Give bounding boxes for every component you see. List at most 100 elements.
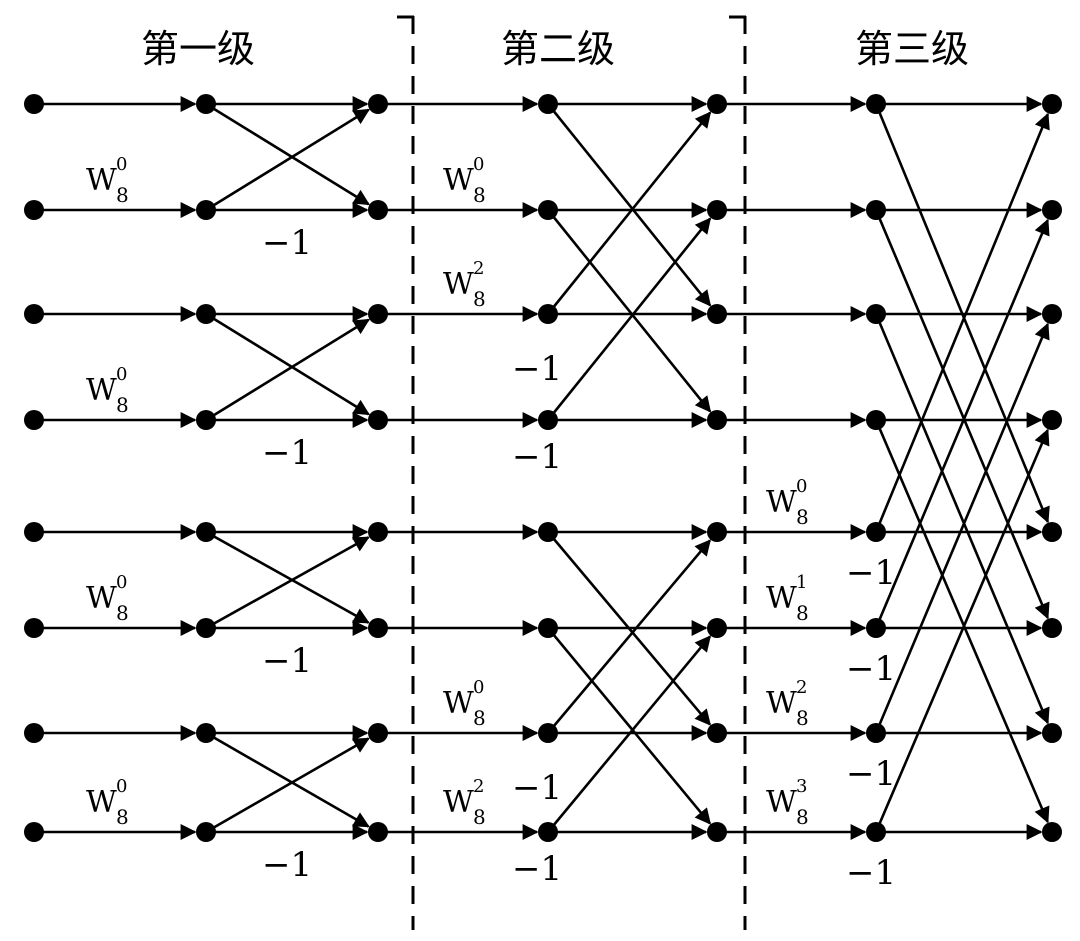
node-c4-r7 bbox=[707, 822, 727, 842]
node-c3-r2 bbox=[538, 304, 558, 324]
twiddle-base: W bbox=[766, 686, 797, 721]
node-c1-r3 bbox=[196, 410, 216, 430]
twiddle-base: W bbox=[86, 581, 117, 616]
node-c5-r1 bbox=[866, 200, 886, 220]
twiddle-sub: 8 bbox=[116, 393, 129, 417]
node-c3-r3 bbox=[538, 410, 558, 430]
node-c4-r5 bbox=[707, 618, 727, 638]
twiddle-base: W bbox=[443, 267, 474, 302]
twiddle-sub: 8 bbox=[796, 706, 809, 730]
node-c6-r5 bbox=[1042, 618, 1062, 638]
stage2-cross-2-0 bbox=[546, 111, 712, 315]
twiddle-sup: 2 bbox=[796, 677, 807, 698]
minus-one-stage1_rows-3: −1 bbox=[262, 845, 312, 885]
minus-one-stage1_rows-0: −1 bbox=[262, 223, 312, 263]
minus-one-stage2_rows-0: −1 bbox=[512, 349, 562, 389]
twiddle-base: W bbox=[766, 485, 797, 520]
minus-one-stage3_rows-2: −1 bbox=[846, 754, 896, 794]
stage3-cross-4-0 bbox=[874, 112, 1050, 533]
node-c5-r5 bbox=[866, 618, 886, 638]
node-c2-r4 bbox=[368, 522, 388, 542]
node-c0-r4 bbox=[24, 522, 44, 542]
minus-one-stage2_rows-1: −1 bbox=[512, 437, 562, 477]
node-c4-r2 bbox=[707, 304, 727, 324]
node-c5-r6 bbox=[866, 723, 886, 743]
node-c5-r7 bbox=[866, 822, 886, 842]
node-c6-r0 bbox=[1042, 94, 1062, 114]
twiddle-sup: 0 bbox=[116, 776, 127, 797]
stage3-cross-6-2 bbox=[874, 322, 1050, 734]
node-c3-r0 bbox=[538, 94, 558, 114]
signal-paths bbox=[34, 96, 1050, 840]
node-c0-r7 bbox=[24, 822, 44, 842]
twiddle-sup: 0 bbox=[473, 677, 484, 698]
twiddle-sub: 8 bbox=[796, 805, 809, 829]
node-c0-r1 bbox=[24, 200, 44, 220]
twiddle-base: W bbox=[86, 163, 117, 198]
node-c5-r0 bbox=[866, 94, 886, 114]
twiddle-sup: 0 bbox=[116, 364, 127, 385]
node-points bbox=[24, 94, 1062, 842]
node-c3-r7 bbox=[538, 822, 558, 842]
twiddle-stage2-3: W 2 8 bbox=[443, 776, 486, 829]
node-c6-r6 bbox=[1042, 723, 1062, 743]
minus-one-stage1_rows-2: −1 bbox=[262, 641, 312, 681]
node-c5-r2 bbox=[866, 304, 886, 324]
node-c1-r7 bbox=[196, 822, 216, 842]
node-c3-r4 bbox=[538, 522, 558, 542]
node-c4-r6 bbox=[707, 723, 727, 743]
node-c1-r6 bbox=[196, 723, 216, 743]
stage2-cross-1-3 bbox=[546, 209, 712, 413]
twiddle-sub: 8 bbox=[116, 805, 129, 829]
minus-one-stage2_rows-3: −1 bbox=[512, 849, 562, 889]
node-c1-r2 bbox=[196, 304, 216, 324]
stage1-cross-3-2 bbox=[205, 318, 370, 422]
stage3-cross-7-3 bbox=[874, 428, 1050, 833]
twiddle-sub: 8 bbox=[116, 601, 129, 625]
twiddle-sub: 8 bbox=[473, 706, 486, 730]
twiddle-base: W bbox=[86, 785, 117, 820]
twiddle-sub: 8 bbox=[796, 601, 809, 625]
stage1-cross-7-6 bbox=[205, 737, 370, 834]
twiddle-stage3-1: W 1 8 bbox=[766, 572, 809, 625]
node-c0-r2 bbox=[24, 304, 44, 324]
twiddle-sup: 0 bbox=[473, 154, 484, 175]
twiddle-stage1-1: W 0 8 bbox=[86, 364, 129, 417]
stage1-cross-5-4 bbox=[205, 536, 370, 630]
stage1-cross-2-3 bbox=[205, 312, 370, 416]
node-c1-r5 bbox=[196, 618, 216, 638]
stage1-cross-0-1 bbox=[205, 102, 370, 206]
twiddle-sup: 0 bbox=[796, 476, 807, 497]
node-c1-r0 bbox=[196, 94, 216, 114]
stage2-cross-3-1 bbox=[546, 217, 712, 421]
twiddle-base: W bbox=[443, 163, 474, 198]
node-c2-r1 bbox=[368, 200, 388, 220]
node-c2-r2 bbox=[368, 304, 388, 324]
twiddle-sub: 8 bbox=[473, 183, 486, 207]
stage1-cross-1-0 bbox=[205, 108, 370, 212]
node-c2-r0 bbox=[368, 94, 388, 114]
stage2-cross-5-7 bbox=[546, 627, 712, 825]
stage-titles: 第一级 第二级 第三级 bbox=[141, 27, 969, 71]
twiddle-base: W bbox=[86, 373, 117, 408]
stage2-cross-7-5 bbox=[546, 635, 712, 833]
node-c5-r3 bbox=[866, 410, 886, 430]
stage3-cross-1-5 bbox=[874, 209, 1050, 620]
node-c3-r1 bbox=[538, 200, 558, 220]
node-c2-r5 bbox=[368, 618, 388, 638]
node-c3-r5 bbox=[538, 618, 558, 638]
twiddle-sub: 8 bbox=[473, 287, 486, 311]
node-c6-r7 bbox=[1042, 822, 1062, 842]
twiddle-sup: 3 bbox=[796, 776, 807, 797]
node-c3-r6 bbox=[538, 723, 558, 743]
twiddle-sub: 8 bbox=[796, 505, 809, 529]
node-c1-r4 bbox=[196, 522, 216, 542]
node-c6-r2 bbox=[1042, 304, 1062, 324]
stage-title-3: 第三级 bbox=[855, 27, 969, 71]
twiddle-base: W bbox=[443, 785, 474, 820]
stage-separators bbox=[397, 15, 747, 930]
twiddle-stage2-2: W 0 8 bbox=[443, 677, 486, 730]
coefficient-labels: W 08W 08W 08W 08W 08W 28W 08W 28W 08W 18W 28W 38−1−1… bbox=[86, 154, 896, 893]
node-c4-r0 bbox=[707, 94, 727, 114]
